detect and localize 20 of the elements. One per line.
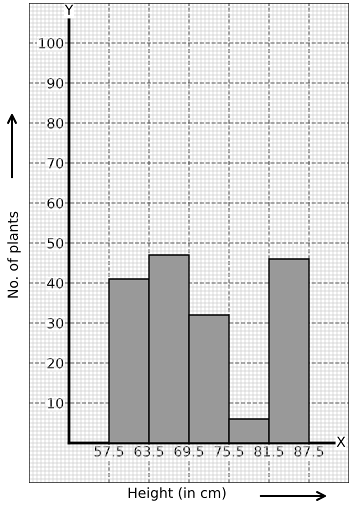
annotation: X	[336, 436, 346, 447]
x-tick-label: 57.5	[94, 446, 124, 457]
y-tick-label: 70	[48, 158, 64, 168]
y-tick-label: 20	[47, 358, 64, 368]
y-tick-label: 90	[47, 78, 64, 88]
y-tick-label: 50	[48, 238, 64, 248]
y-tick-label: 60	[47, 198, 64, 208]
x-tick-label: 81.5	[254, 446, 284, 457]
y-tick-label: 10	[48, 398, 64, 408]
annotation: Y	[64, 4, 74, 15]
x-axis-title: Height (in cm)	[128, 487, 226, 501]
x-tick-label: 75.5	[214, 446, 244, 457]
x-tick-label: 63.5	[134, 446, 164, 457]
y-tick-label: 80	[47, 118, 64, 128]
y-tick-label: 40	[47, 278, 64, 288]
x-tick-label: 69.5	[174, 446, 204, 457]
x-tick-label: 87.5	[294, 446, 324, 457]
y-tick-label: 30	[48, 318, 64, 328]
y-tick-label: 100	[39, 38, 64, 48]
y-axis-title: No. of plants	[7, 212, 21, 298]
